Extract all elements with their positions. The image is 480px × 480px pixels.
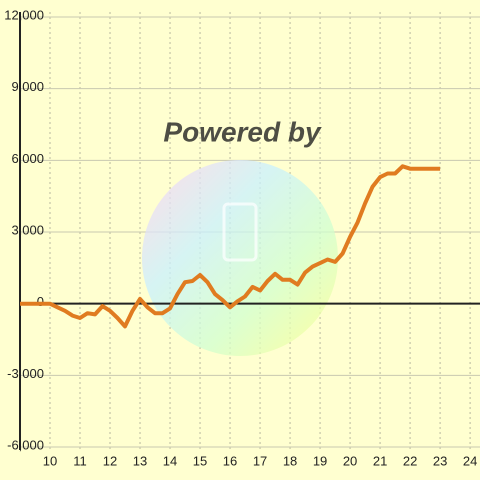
x-tick-label: 15: [193, 453, 207, 468]
x-tick-label: 12: [103, 453, 117, 468]
x-tick-label: 18: [283, 453, 297, 468]
watermark-icon: [222, 202, 258, 262]
x-tick-label: 23: [433, 453, 447, 468]
x-tick-label: 11: [73, 453, 87, 468]
x-tick-label: 10: [43, 453, 57, 468]
x-tick-label: 24: [463, 453, 477, 468]
series-line: [20, 164, 441, 329]
x-axis-band: [0, 450, 480, 480]
x-tick-label: 20: [343, 453, 357, 468]
x-tick-label: 22: [403, 453, 417, 468]
x-tick-label: 21: [373, 453, 387, 468]
y-tick-label: 6,000: [11, 151, 44, 166]
x-tick-label: 13: [133, 453, 147, 468]
watermark-text: Powered by: [163, 116, 322, 147]
y-tick-label: 9,000: [11, 79, 44, 94]
y-tick-label: 0: [37, 294, 44, 309]
x-tick-label: 16: [223, 453, 237, 468]
y-tick-label: -3,000: [7, 366, 44, 381]
x-tick-label: 17: [253, 453, 267, 468]
x-tick-label: 19: [313, 453, 327, 468]
y-tick-label: -6,000: [7, 437, 44, 452]
y-tick-label: 12,000: [4, 7, 44, 22]
x-tick-label: 14: [163, 453, 177, 468]
watermark-logo: [142, 160, 338, 356]
y-tick-label: 3,000: [11, 222, 44, 237]
